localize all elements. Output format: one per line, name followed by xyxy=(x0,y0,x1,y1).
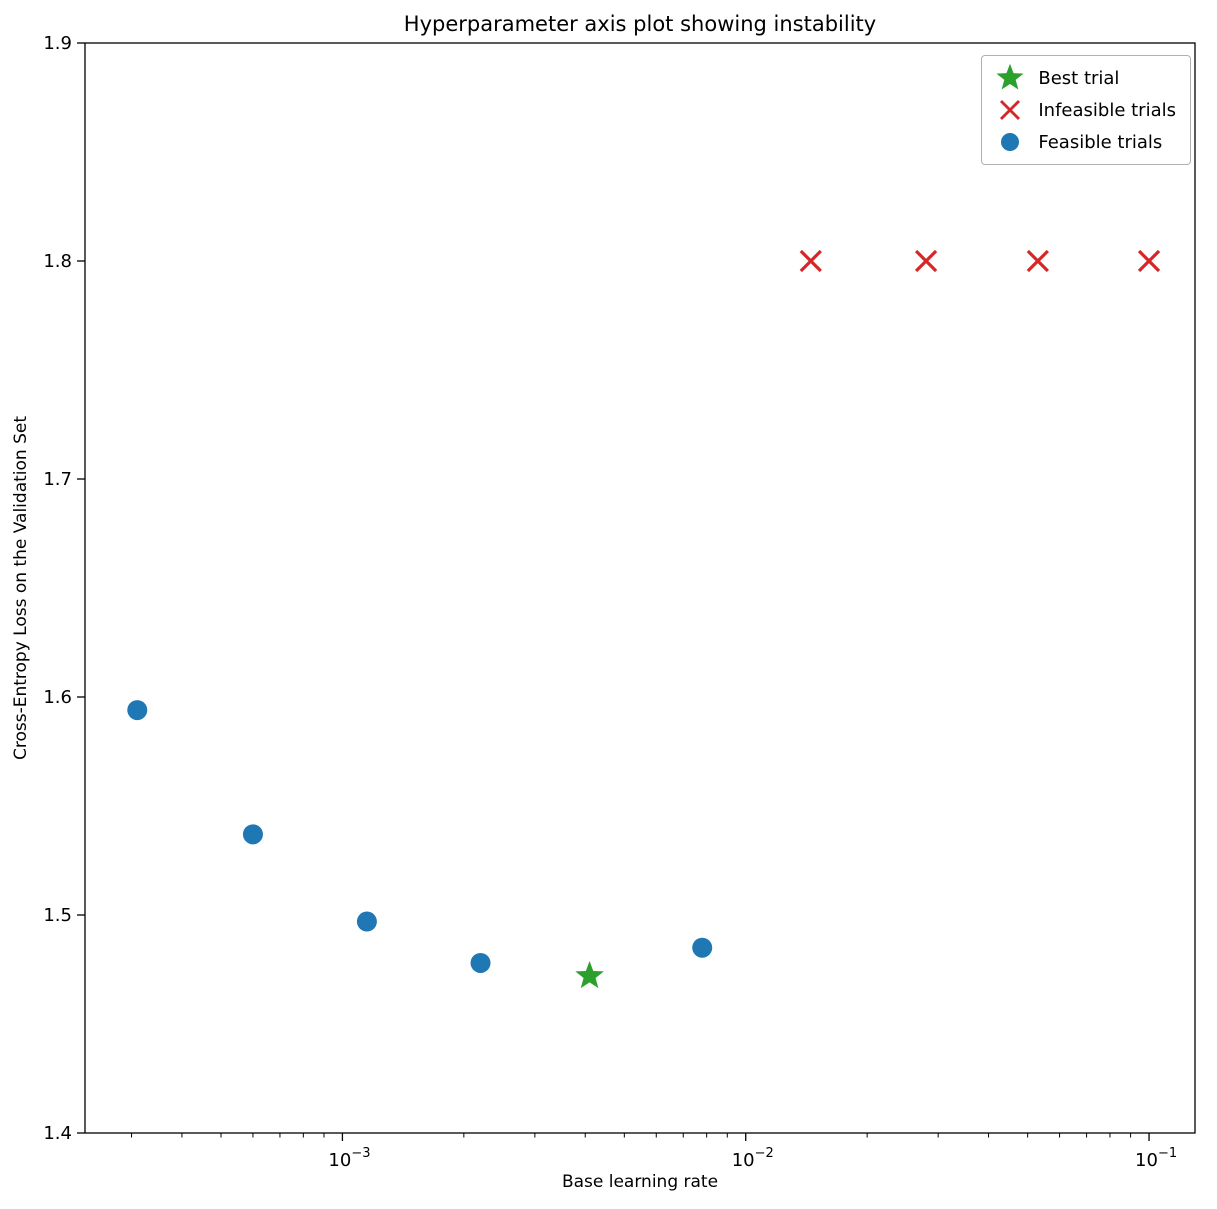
legend: Best trial Infeasible trials Feasible tr… xyxy=(981,55,1191,165)
star-icon xyxy=(992,64,1028,92)
star-marker xyxy=(996,64,1024,90)
y-tick-label: 1.8 xyxy=(43,251,72,272)
x-tick-label: 10−1 xyxy=(1135,1146,1177,1171)
circle-marker xyxy=(242,824,263,845)
x-marker xyxy=(1000,99,1021,121)
y-axis-label: Cross-Entropy Loss on the Validation Set xyxy=(11,415,31,761)
x-marker xyxy=(914,249,938,273)
legend-label: Infeasible trials xyxy=(1038,99,1176,121)
y-axis-label-container: Cross-Entropy Loss on the Validation Set xyxy=(6,43,36,1133)
legend-label: Feasible trials xyxy=(1038,131,1163,153)
x-marker xyxy=(1026,249,1049,273)
plot-frame xyxy=(84,42,1196,1134)
y-tick-label: 1.7 xyxy=(43,469,72,490)
x-tick-label: 10−2 xyxy=(732,1146,774,1171)
circle-marker xyxy=(1001,133,1020,151)
legend-row-infeasible-trials: Infeasible trials xyxy=(992,96,1176,124)
legend-label: Best trial xyxy=(1038,67,1120,89)
x-marker xyxy=(799,249,822,273)
y-tick-label: 1.4 xyxy=(43,1123,72,1144)
circle-marker xyxy=(127,700,148,721)
x-tick-label: 10−3 xyxy=(328,1146,370,1171)
legend-row-feasible-trials: Feasible trials xyxy=(992,128,1176,156)
x-axis-label: Base learning rate xyxy=(561,1172,719,1192)
x-marker-icon xyxy=(992,96,1028,124)
y-tick-label: 1.9 xyxy=(43,33,72,54)
legend-row-best-trial: Best trial xyxy=(992,64,1176,92)
circle-marker xyxy=(356,911,377,932)
circle-marker xyxy=(470,952,491,973)
circle-marker xyxy=(692,937,713,958)
chart-title: Hyperparameter axis plot showing instabi… xyxy=(403,12,877,36)
y-tick-label: 1.5 xyxy=(43,905,72,926)
y-tick-label: 1.6 xyxy=(43,687,72,708)
circle-marker-icon xyxy=(992,128,1028,156)
x-marker xyxy=(1137,249,1161,273)
star-marker xyxy=(575,961,604,989)
